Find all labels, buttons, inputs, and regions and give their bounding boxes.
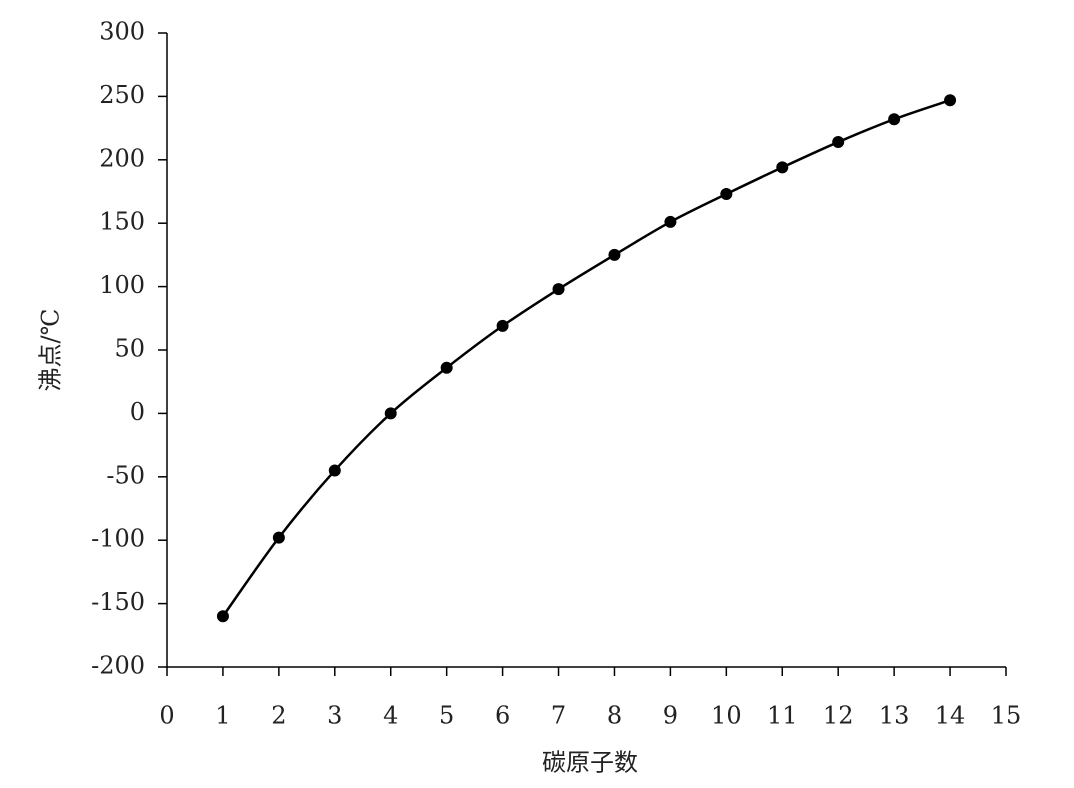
x-tick-label: 9 xyxy=(663,702,678,730)
x-tick-label: 7 xyxy=(551,702,566,730)
y-tick-label: 100 xyxy=(99,271,145,299)
data-point xyxy=(552,283,565,296)
x-tick-label: 8 xyxy=(607,702,622,730)
x-tick-label: 1 xyxy=(215,702,230,730)
y-tick-label: -150 xyxy=(91,588,145,616)
x-tick-label: 14 xyxy=(935,702,966,730)
y-tick-label: 50 xyxy=(114,335,145,363)
x-tick-label: 5 xyxy=(439,702,454,730)
y-tick-label: -100 xyxy=(91,525,145,553)
data-point xyxy=(944,94,957,107)
data-point xyxy=(272,531,285,544)
data-point xyxy=(608,248,621,261)
data-point xyxy=(216,610,229,623)
x-tick-label: 3 xyxy=(327,702,342,730)
y-tick-label: -50 xyxy=(106,461,145,489)
x-axis-label: 碳原子数 xyxy=(542,749,638,777)
x-tick-label: 13 xyxy=(879,702,910,730)
data-point xyxy=(888,113,901,126)
data-point xyxy=(328,464,341,477)
axes xyxy=(166,33,1006,668)
y-tick-label: 150 xyxy=(99,208,145,236)
x-tick-label: 6 xyxy=(495,702,510,730)
y-tick-label: 200 xyxy=(99,144,145,172)
x-tick-label: 0 xyxy=(159,702,174,730)
y-tick-label: 0 xyxy=(130,398,145,426)
y-tick-label: -200 xyxy=(91,652,145,680)
x-tick-label: 4 xyxy=(383,702,398,730)
x-tick-label: 11 xyxy=(767,702,798,730)
y-tick-label: 300 xyxy=(99,18,145,46)
data-point xyxy=(440,361,453,374)
data-point xyxy=(776,161,789,174)
y-tick-label: 250 xyxy=(99,81,145,109)
data-point xyxy=(832,136,845,149)
data-point xyxy=(384,407,397,420)
y-axis-label: 沸点/℃ xyxy=(37,309,65,392)
x-tick-label: 10 xyxy=(711,702,742,730)
data-point xyxy=(720,188,733,201)
x-tick-label: 2 xyxy=(271,702,286,730)
x-tick-label: 15 xyxy=(991,702,1022,730)
data-point xyxy=(664,215,677,228)
data-line xyxy=(221,99,951,618)
data-point xyxy=(496,319,509,332)
x-tick-label: 12 xyxy=(823,702,854,730)
